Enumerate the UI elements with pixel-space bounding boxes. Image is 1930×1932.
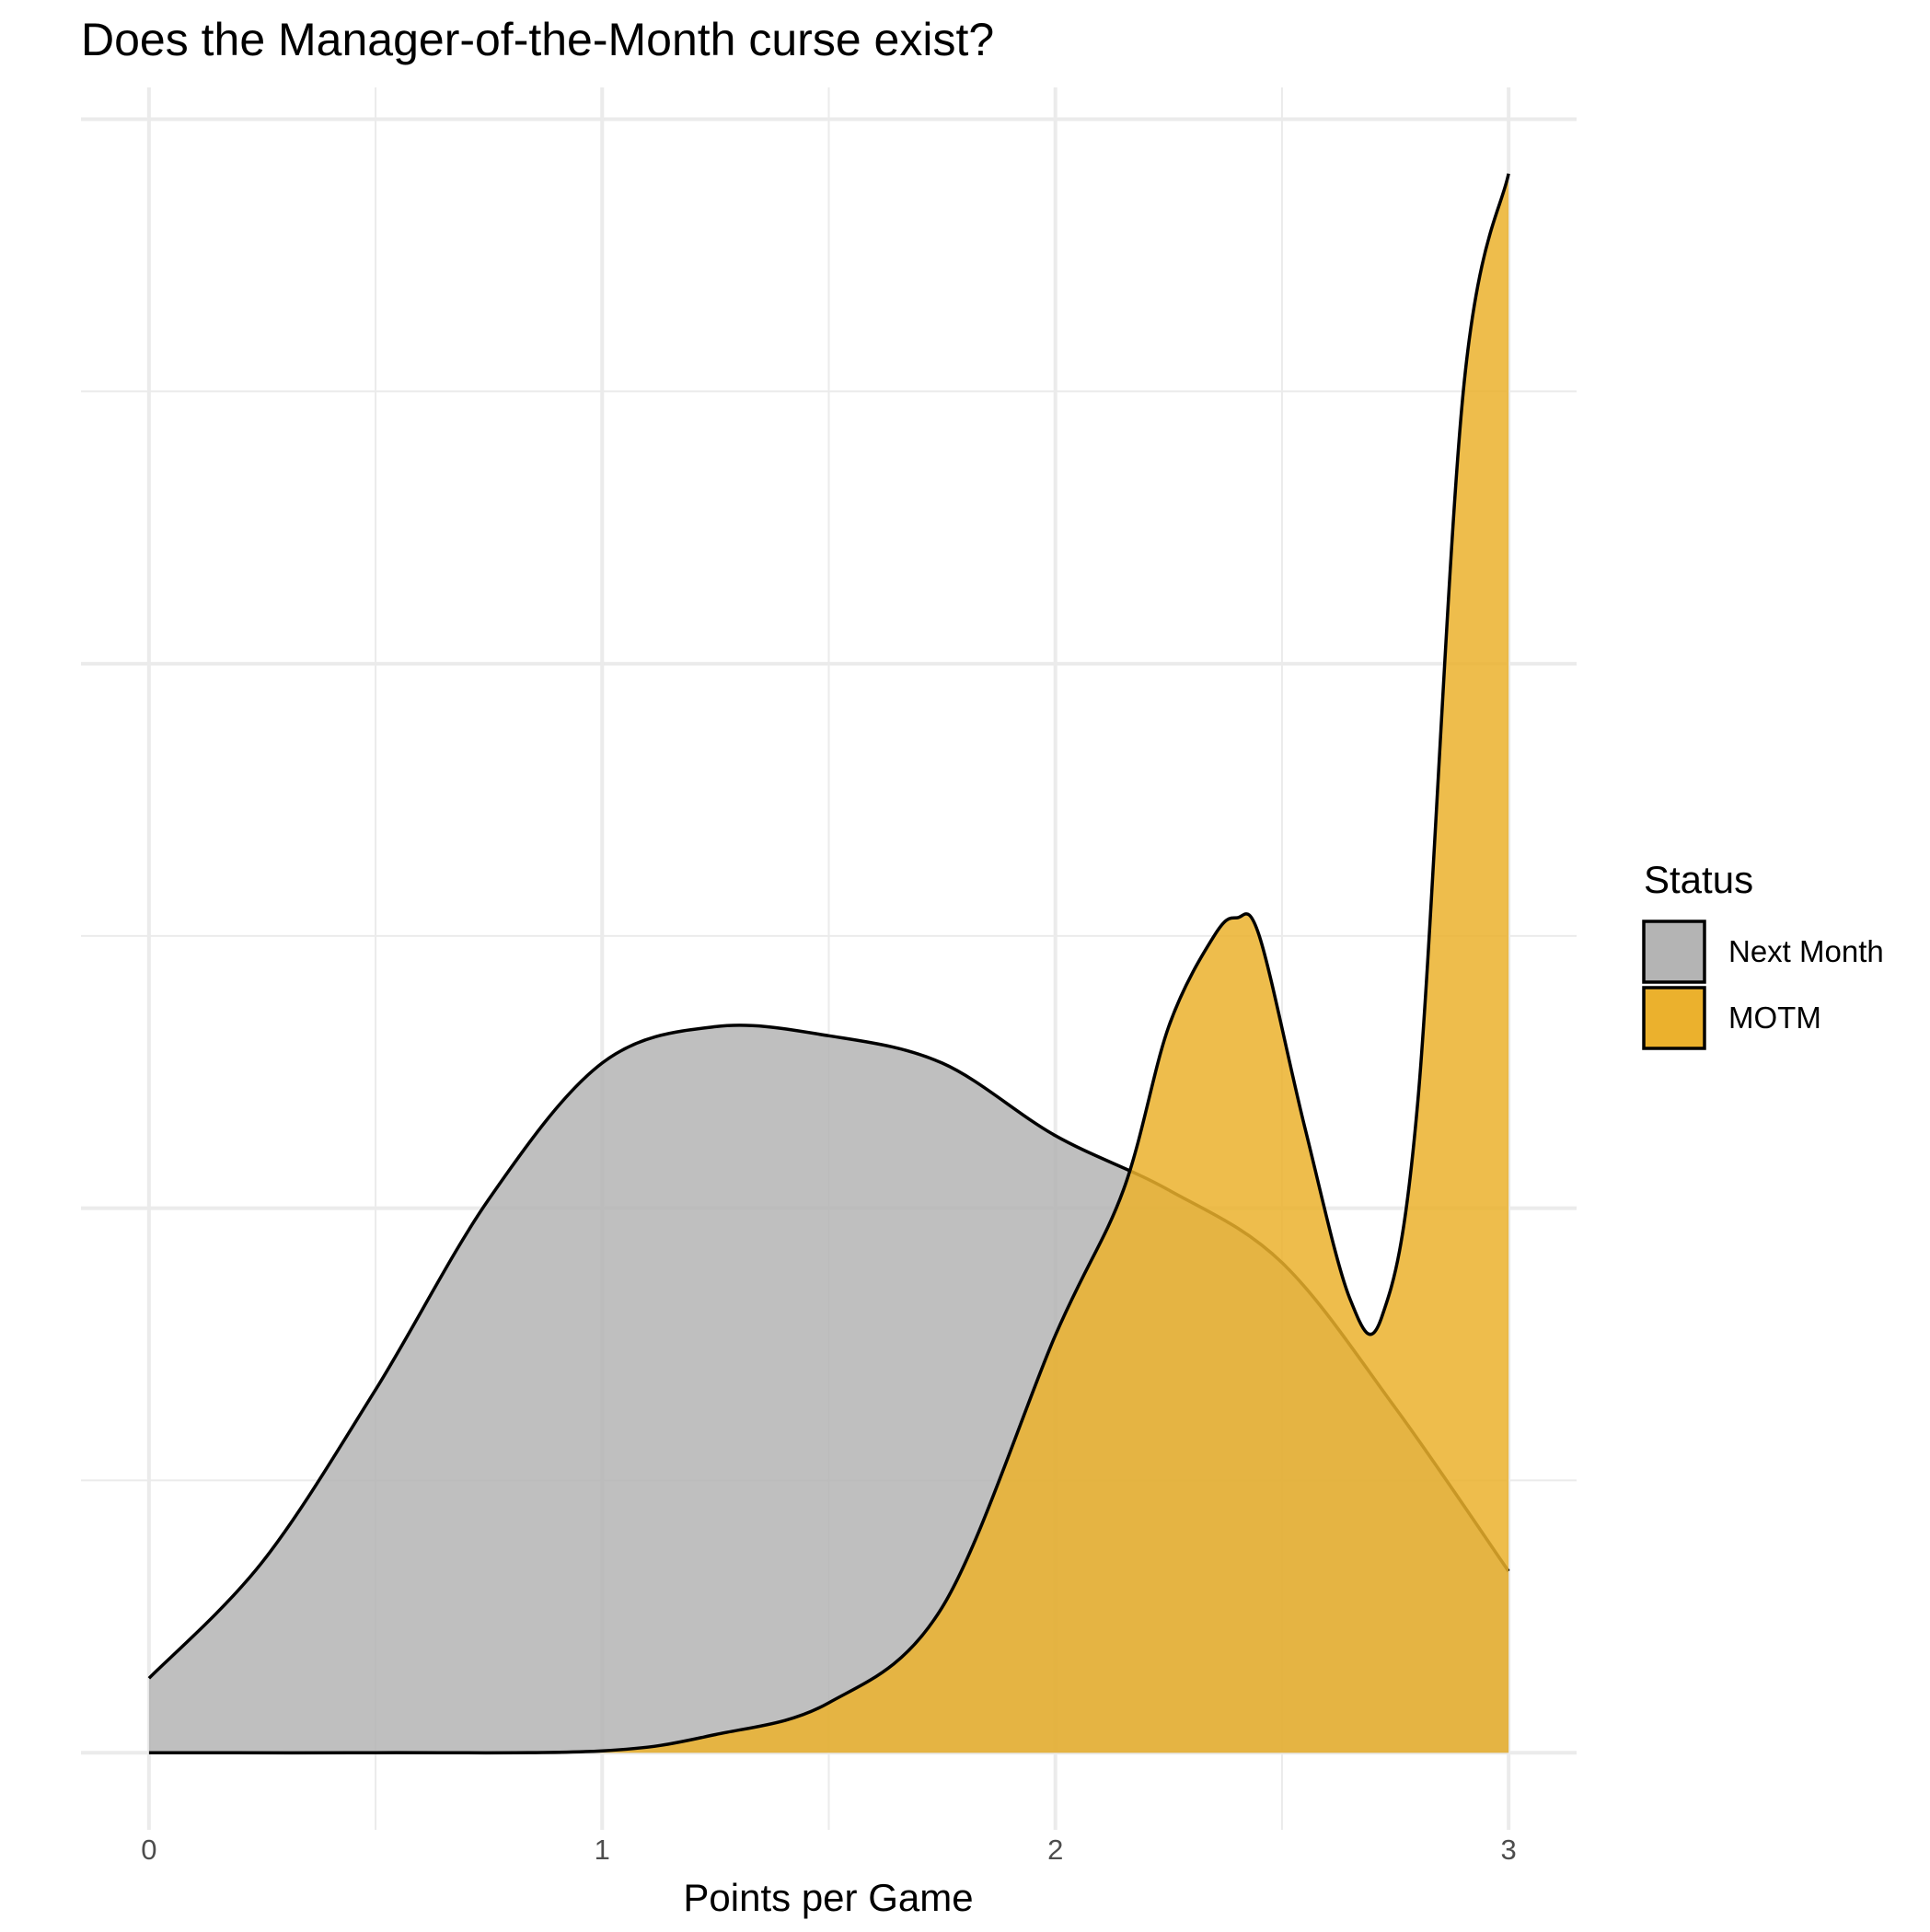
legend-key-motm [1642,986,1706,1050]
legend-label: MOTM [1728,1001,1821,1035]
density-areas [147,173,1510,1755]
x-axis-ticks: 0 1 2 3 [141,1834,1517,1866]
x-axis-label: Points per Game [683,1876,973,1919]
x-tick-label: 2 [1047,1834,1063,1866]
chart-title: Does the Manager-of-the-Month curse exis… [81,14,994,65]
legend-key-next-month [1642,920,1706,984]
x-tick-label: 3 [1501,1834,1517,1866]
x-tick-label: 1 [595,1834,610,1866]
density-line-motm [148,173,1510,1755]
legend-title: Status [1644,858,1753,901]
density-area-motm [148,173,1509,1753]
legend: Status Next Month MOTM [1642,858,1884,1050]
legend-label: Next Month [1728,934,1884,968]
x-tick-label: 0 [141,1834,156,1866]
